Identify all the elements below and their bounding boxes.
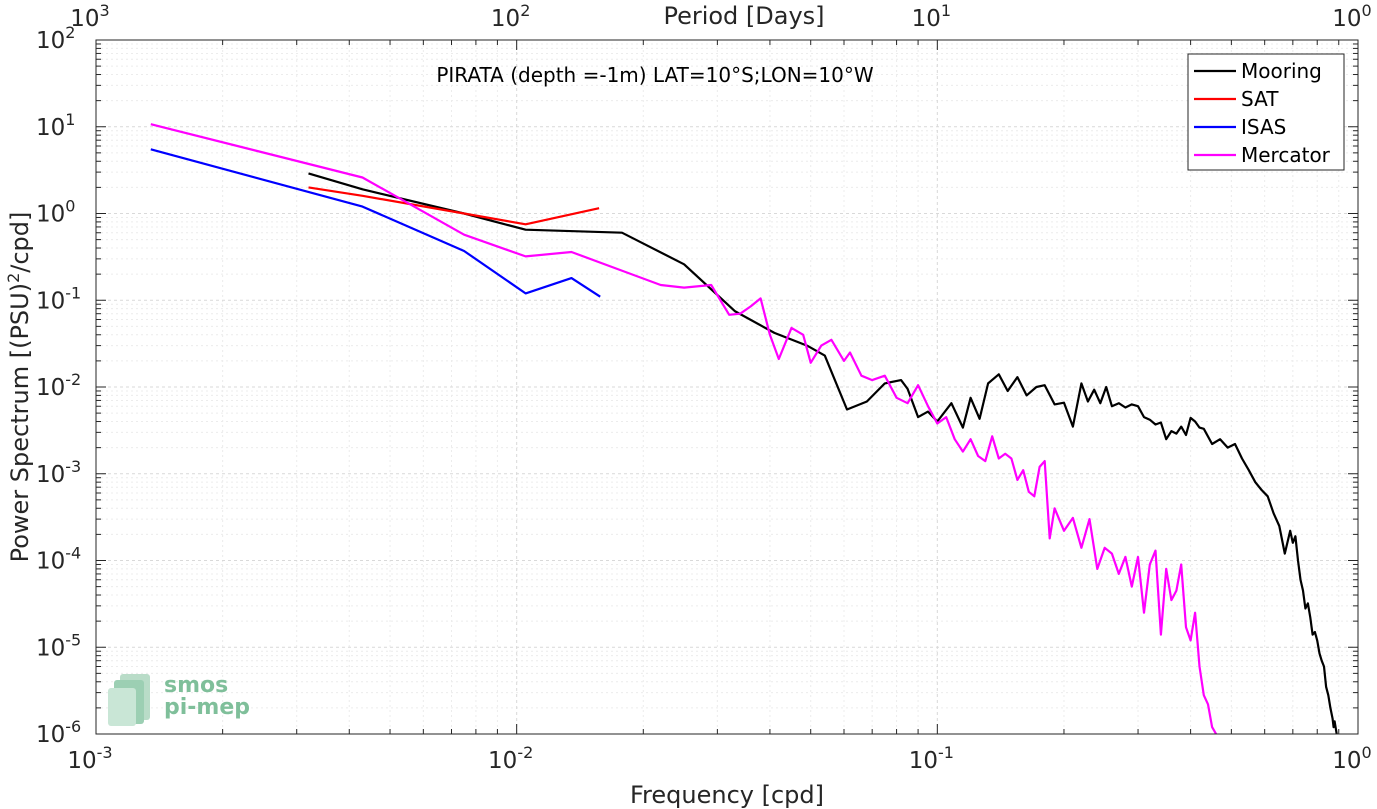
x-tick-label-base: 10	[1332, 748, 1361, 774]
logo-mark-front	[108, 688, 136, 726]
y-tick-label-base: 10	[36, 288, 65, 314]
y-tick-label: 10-6	[36, 717, 81, 748]
y-tick-label: 102	[36, 23, 75, 54]
y-tick-label: 10-5	[36, 630, 81, 661]
top-tick-label-exp: 2	[520, 1, 530, 20]
legend-label-mooring: Mooring	[1241, 59, 1322, 83]
legend-items: Mooring SAT ISAS Mercator	[1194, 59, 1331, 167]
legend: Mooring SAT ISAS Mercator	[1187, 53, 1345, 171]
top-tick-label: 103	[70, 1, 109, 32]
series-line-isas	[150, 148, 601, 298]
y-tick-label: 10-4	[36, 544, 81, 575]
y-tick-label-exp: -4	[65, 544, 81, 563]
top-tick-label-base: 10	[491, 6, 520, 32]
y-tick-label: 10-2	[36, 370, 81, 401]
x-tick-label-base: 10	[67, 748, 96, 774]
x-tick-label: 10-3	[67, 743, 112, 774]
y-axis-title-sup: 2	[4, 273, 23, 283]
series-line-sat	[308, 186, 600, 226]
y-tick-label-exp: 0	[65, 197, 75, 216]
y-tick-label-base: 10	[36, 202, 65, 228]
top-tick-label: 101	[912, 1, 951, 32]
y-tick-label-exp: -5	[65, 630, 81, 649]
logo-text-line2: pi-mep	[164, 695, 250, 720]
legend-box	[1187, 53, 1345, 171]
top-tick-label-exp: 1	[941, 1, 951, 20]
y-tick-label: 10-3	[36, 457, 81, 488]
top-tick-label-exp: 0	[1362, 1, 1372, 20]
top-tick-label-base: 10	[912, 6, 941, 32]
y-tick-label-base: 10	[36, 549, 65, 575]
x-tick-label: 10-1	[909, 743, 954, 774]
x-tick-label: 100	[1332, 743, 1371, 774]
y-tick-label-base: 10	[36, 115, 65, 141]
y-tick-label: 101	[36, 110, 75, 141]
y-tick-label-exp: -1	[65, 283, 81, 302]
legend-label-isas: ISAS	[1241, 115, 1286, 139]
y-tick-label-exp: -3	[65, 457, 81, 476]
x-tick-label: 10-2	[488, 743, 533, 774]
grid-minor	[96, 40, 1358, 734]
top-tick-label: 100	[1332, 1, 1371, 32]
y-tick-label-base: 10	[36, 462, 65, 488]
y-tick-label-exp: -6	[65, 717, 81, 736]
smos-pi-mep-logo: smos pi-mep	[108, 673, 250, 726]
y-tick-label: 10-1	[36, 283, 81, 314]
y-tick-label: 100	[36, 197, 75, 228]
y-tick-label-exp: 1	[65, 110, 75, 129]
legend-label-mercator: Mercator	[1241, 143, 1331, 167]
chart-title: PIRATA (depth =-1m) LAT=10°S;LON=10°W	[436, 63, 874, 87]
y-tick-label-base: 10	[36, 375, 65, 401]
top-tick-label-base: 10	[70, 6, 99, 32]
x-axis-title: Frequency [cpd]	[630, 781, 824, 809]
y-tick-label-base: 10	[36, 722, 65, 748]
y-tick-label-exp: -2	[65, 370, 81, 389]
logo-text-line1: smos	[164, 673, 228, 698]
series-layer	[150, 123, 1338, 734]
y-axis-title-main: Power Spectrum [(PSU)	[6, 283, 34, 562]
x-tick-label-exp: -3	[97, 743, 113, 762]
y-axis-title-tail: /cpd]	[6, 212, 34, 273]
top-axis-title: Period [Days]	[663, 2, 824, 30]
series-line-mercator	[150, 123, 1218, 734]
x-tick-label-exp: -1	[938, 743, 954, 762]
top-tick-label-base: 10	[1332, 6, 1361, 32]
x-tick-label-base: 10	[488, 748, 517, 774]
x-tick-label-exp: -2	[517, 743, 533, 762]
x-tick-label-exp: 0	[1362, 743, 1372, 762]
series-line-mooring	[308, 172, 1338, 734]
top-tick-label: 102	[491, 1, 530, 32]
tick-marks	[95, 39, 1359, 735]
x-tick-label-base: 10	[909, 748, 938, 774]
top-tick-label-exp: 3	[100, 1, 110, 20]
legend-label-sat: SAT	[1241, 87, 1279, 111]
y-tick-label-base: 10	[36, 28, 65, 54]
y-tick-label-exp: 2	[65, 23, 75, 42]
y-tick-label-base: 10	[36, 635, 65, 661]
y-axis-title: Power Spectrum [(PSU)2/cpd]	[4, 212, 35, 563]
